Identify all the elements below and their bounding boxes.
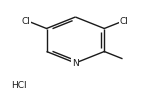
Text: Cl: Cl bbox=[22, 17, 31, 26]
Text: N: N bbox=[72, 58, 79, 68]
Text: HCl: HCl bbox=[12, 80, 27, 90]
Text: Cl: Cl bbox=[120, 17, 129, 26]
